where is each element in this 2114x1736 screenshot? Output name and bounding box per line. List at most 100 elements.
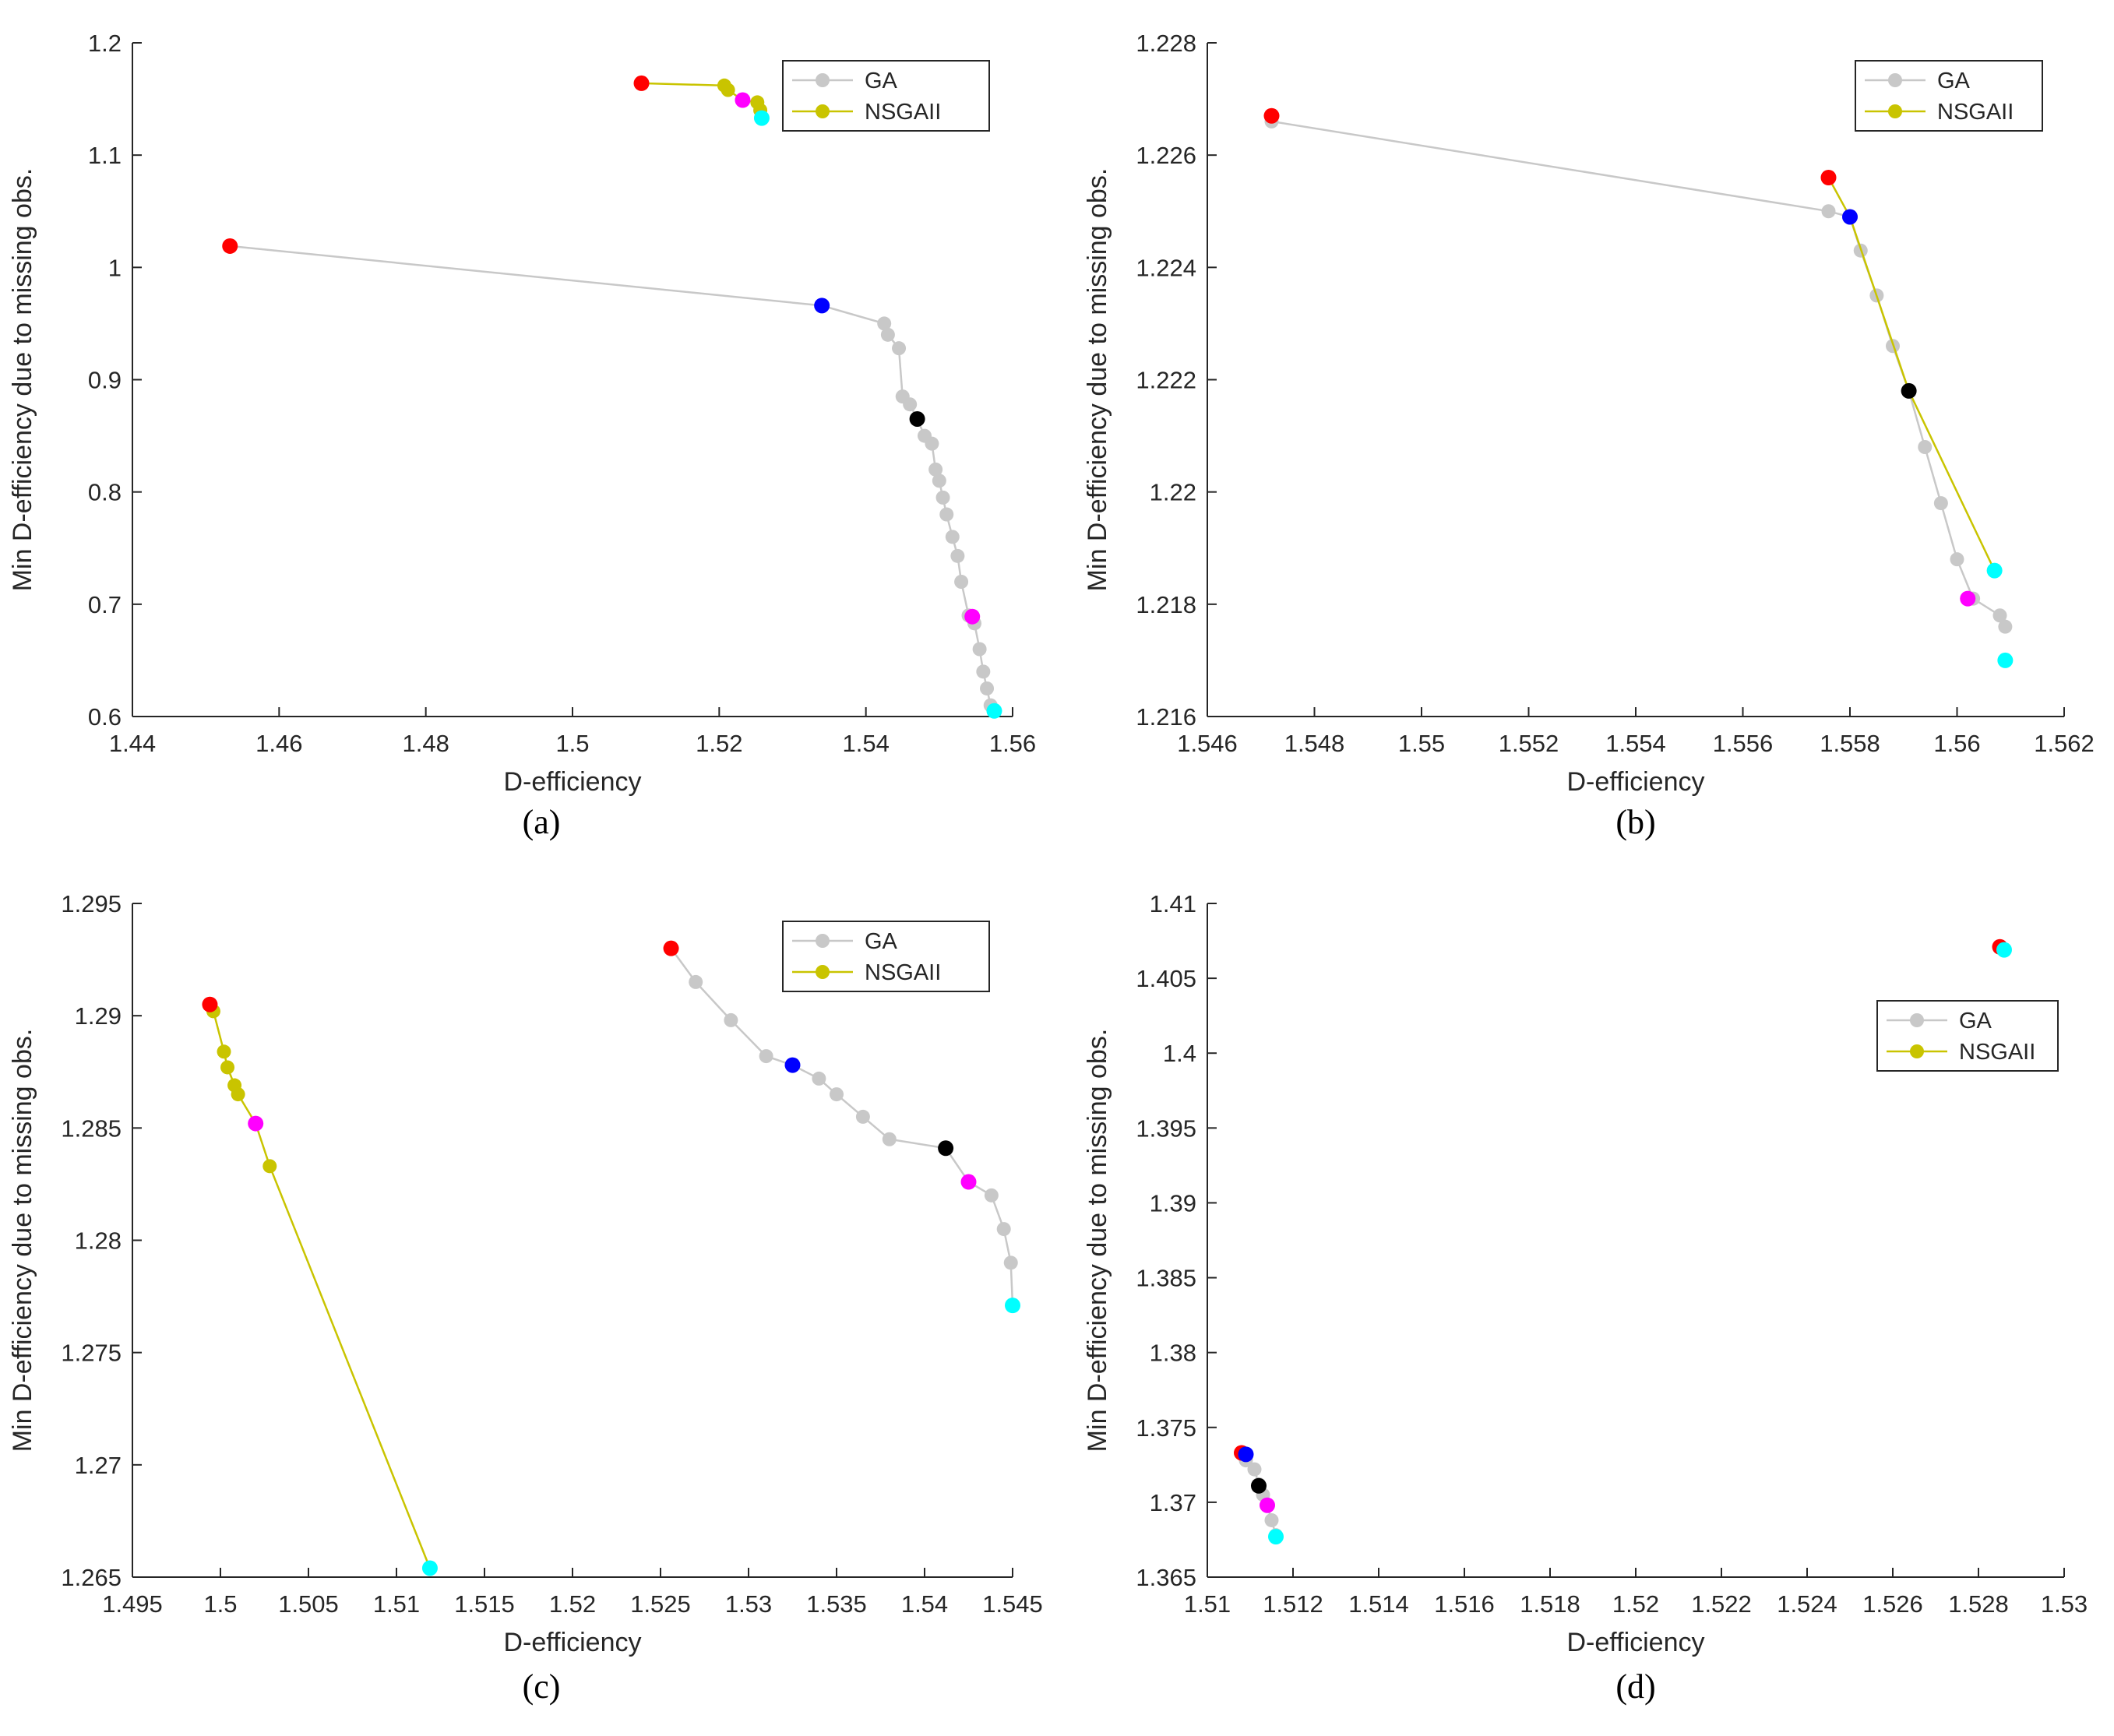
highlight-point-cyan xyxy=(986,702,1002,719)
series-line-nsgaii xyxy=(1827,177,1996,572)
legend: GA NSGAII xyxy=(1876,1000,2059,1072)
chart-panel-1: 1.44 1.46 1.48 1.5 1.52 1.54 1.56 0.6 0.7 0.8 0.9 1… xyxy=(8,30,1036,841)
y-tick-label: 1 xyxy=(108,254,122,281)
y-axis-label: Min D-efficiency due to missing obs. xyxy=(1083,1029,1112,1453)
data-point-ga xyxy=(855,1109,870,1124)
y-tick-label: 1.216 xyxy=(1136,703,1196,731)
x-tick-label: 1.528 xyxy=(1948,1590,2009,1618)
data-point-ga xyxy=(759,1049,773,1064)
data-point-ga xyxy=(812,1071,826,1086)
legend-box xyxy=(1855,60,2043,132)
x-tick-label: 1.495 xyxy=(102,1590,163,1618)
y-tick-label: 1.1 xyxy=(88,142,122,169)
y-tick-label: 1.29 xyxy=(75,1002,122,1030)
chart-panel-3: 1.495 1.5 1.505 1.51 1.515 1.52 1.525 1.53 1.535… xyxy=(8,890,1043,1706)
legend-box xyxy=(782,60,990,132)
data-point-ga xyxy=(945,530,960,544)
highlight-point-magenta xyxy=(1960,590,1976,607)
highlight-point-magenta xyxy=(1260,1497,1275,1513)
x-axis-label: D-efficiency xyxy=(504,1628,642,1657)
data-point-ga xyxy=(877,316,892,331)
highlight-point-cyan xyxy=(753,110,770,126)
x-tick-label: 1.52 xyxy=(1612,1590,1659,1618)
x-tick-label: 1.512 xyxy=(1263,1590,1323,1618)
legend-swatch-marker xyxy=(816,965,830,979)
data-point-ga xyxy=(1247,1462,1262,1477)
series-line-nsgaii xyxy=(209,1004,432,1569)
x-tick-label: 1.522 xyxy=(1691,1590,1752,1618)
data-point-ga xyxy=(830,1087,844,1102)
x-tick-label: 1.545 xyxy=(982,1590,1043,1618)
data-point-ga xyxy=(980,681,995,695)
x-tick-label: 1.51 xyxy=(373,1590,420,1618)
legend-label: GA xyxy=(1959,1009,1992,1034)
x-tick-label: 1.554 xyxy=(1605,730,1666,757)
highlight-point-blue xyxy=(1238,1446,1254,1463)
x-tick-label: 1.5 xyxy=(203,1590,237,1618)
x-tick-label: 1.514 xyxy=(1348,1590,1409,1618)
highlight-point-magenta xyxy=(964,608,981,625)
highlight-point-black xyxy=(909,410,925,427)
data-point-ga xyxy=(976,664,991,679)
data-point-ga xyxy=(880,327,895,342)
legend: GA NSGAII xyxy=(782,60,990,132)
x-tick-label: 1.526 xyxy=(1862,1590,1923,1618)
panel-caption: (a) xyxy=(523,803,561,841)
y-tick-label: 0.6 xyxy=(88,703,122,731)
data-point-ga xyxy=(984,1188,999,1203)
legend-label: NSGAII xyxy=(1959,1040,2035,1065)
legend-swatch-marker xyxy=(1888,73,1902,87)
y-tick-label: 1.385 xyxy=(1136,1265,1196,1292)
highlight-point-red xyxy=(1263,107,1280,124)
data-point-ga xyxy=(1264,1512,1279,1527)
data-point-ga xyxy=(903,397,918,412)
highlight-point-red xyxy=(663,940,679,956)
data-point-nsgaii xyxy=(220,1060,235,1075)
x-tick-label: 1.56 xyxy=(1933,730,1980,757)
data-point-ga xyxy=(1998,619,2013,634)
highlight-point-magenta xyxy=(735,92,751,108)
x-tick-label: 1.516 xyxy=(1434,1590,1495,1618)
data-point-nsgaii xyxy=(217,1044,231,1059)
y-tick-label: 1.265 xyxy=(61,1564,122,1591)
data-point-ga xyxy=(935,490,950,505)
x-tick-label: 1.53 xyxy=(2041,1590,2088,1618)
chart-panel-2: 1.546 1.548 1.55 1.552 1.554 1.556 1.558 1.56 1.… xyxy=(1083,30,2095,841)
x-tick-label: 1.515 xyxy=(454,1590,515,1618)
x-tick-label: 1.52 xyxy=(549,1590,596,1618)
highlight-point-blue xyxy=(814,298,830,314)
y-tick-label: 1.37 xyxy=(1150,1489,1196,1516)
series-line-ga xyxy=(1271,120,2007,628)
y-tick-label: 0.7 xyxy=(88,591,122,618)
x-tick-label: 1.48 xyxy=(402,730,449,757)
legend-swatch-marker xyxy=(816,73,830,87)
highlight-point-cyan xyxy=(1268,1529,1284,1545)
legend-label: NSGAII xyxy=(865,960,941,985)
data-point-ga xyxy=(972,642,987,657)
x-tick-label: 1.56 xyxy=(989,730,1036,757)
highlight-point-blue xyxy=(1842,209,1858,225)
y-tick-label: 1.395 xyxy=(1136,1114,1196,1142)
highlight-point-red xyxy=(222,238,238,254)
y-tick-label: 1.38 xyxy=(1150,1340,1196,1367)
panel-caption: (c) xyxy=(523,1667,561,1706)
data-point-ga xyxy=(950,548,965,563)
legend-label: NSGAII xyxy=(1937,100,2014,125)
x-tick-label: 1.46 xyxy=(255,730,302,757)
x-tick-label: 1.558 xyxy=(1820,730,1880,757)
highlight-point-magenta xyxy=(248,1115,264,1132)
data-point-ga xyxy=(1950,552,1964,567)
data-point-ga xyxy=(954,575,969,589)
y-tick-label: 1.2 xyxy=(88,30,122,57)
x-tick-label: 1.52 xyxy=(696,730,742,757)
legend-label: GA xyxy=(865,929,898,954)
y-tick-label: 1.365 xyxy=(1136,1564,1196,1591)
legend-swatch-marker xyxy=(1910,1044,1924,1058)
y-tick-label: 0.9 xyxy=(88,367,122,394)
highlight-point-red xyxy=(202,996,218,1012)
highlight-point-cyan xyxy=(1997,652,2014,668)
highlight-point-cyan xyxy=(421,1560,438,1576)
x-tick-label: 1.535 xyxy=(806,1590,867,1618)
y-axis-label: Min D-efficiency due to missing obs. xyxy=(8,168,37,592)
y-axis-label: Min D-efficiency due to missing obs. xyxy=(8,1029,37,1453)
